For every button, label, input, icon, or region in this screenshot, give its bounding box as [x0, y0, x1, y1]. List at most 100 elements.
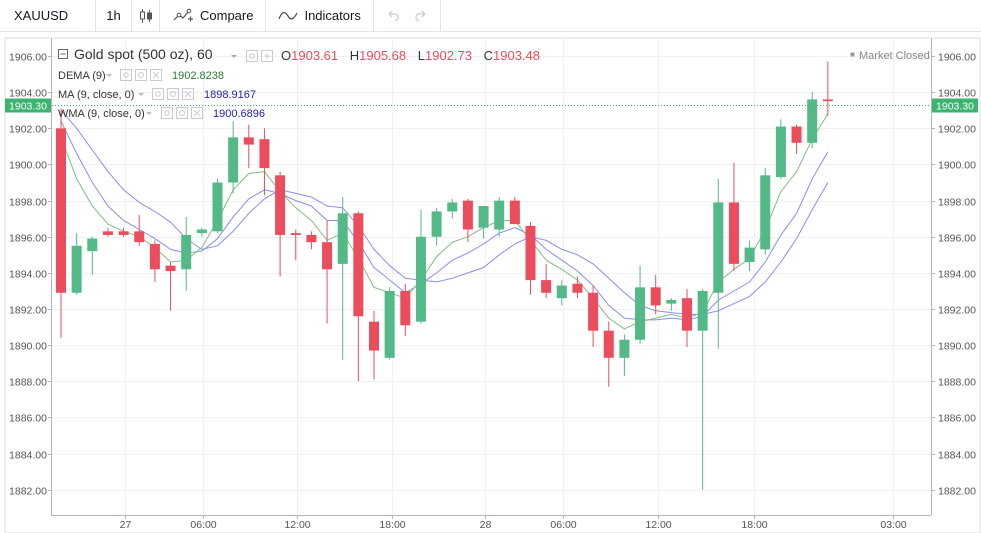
candle[interactable]: [619, 334, 630, 376]
candle[interactable]: [415, 209, 426, 324]
indicator-wma-label: WMA (9, close, 0): [58, 108, 145, 120]
chart-style-button[interactable]: [132, 0, 160, 32]
price-axis-right[interactable]: 1906.00 1904.00 1902.00 1900.00 1898.00 1896.…: [931, 52, 976, 498]
candle[interactable]: [165, 262, 176, 311]
candle[interactable]: [102, 227, 113, 237]
candle[interactable]: [306, 231, 317, 250]
candle-body: [666, 299, 677, 304]
y-tick-label-right: 1884.00: [938, 450, 976, 462]
candle-body: [196, 229, 207, 234]
candle[interactable]: [431, 207, 442, 246]
candle-body: [71, 245, 82, 293]
candle[interactable]: [682, 289, 692, 347]
y-tick-label-right: 1896.00: [938, 233, 976, 245]
candle-body: [56, 128, 66, 293]
y-tick-label-left: 1882.00: [9, 486, 47, 498]
candle[interactable]: [697, 289, 708, 490]
candle[interactable]: [525, 222, 536, 295]
y-tick-label-left: 1894.00: [9, 269, 47, 281]
candle[interactable]: [228, 121, 239, 194]
candle[interactable]: [650, 274, 661, 315]
candles: [56, 61, 833, 490]
candle-body: [509, 200, 520, 225]
redo-icon[interactable]: [414, 9, 428, 23]
time-axis[interactable]: 27 06:00 12:00 18:00 28 06:00 12:00 18:00 03:00: [120, 515, 907, 531]
indicator-ma-label: MA (9, close, 0): [58, 89, 134, 101]
indicator-row-wma[interactable]: WMA (9, close, 0) 1900.6896: [58, 107, 265, 121]
chevron-down-icon[interactable]: [138, 93, 144, 96]
candle[interactable]: [290, 229, 301, 261]
y-tick-label-right: 1898.00: [938, 197, 976, 209]
indicators-button[interactable]: Indicators: [266, 0, 374, 32]
candle[interactable]: [494, 197, 505, 237]
candle-body: [337, 213, 348, 264]
candle-body: [322, 242, 333, 270]
candle[interactable]: [384, 287, 395, 360]
candle[interactable]: [462, 198, 473, 243]
candle[interactable]: [56, 108, 66, 338]
candle-body: [400, 290, 411, 326]
candle[interactable]: [822, 61, 833, 116]
candle[interactable]: [71, 233, 82, 295]
undo-icon[interactable]: [386, 9, 400, 23]
candle[interactable]: [760, 168, 771, 255]
candle[interactable]: [509, 197, 520, 225]
compare-label: Compare: [200, 8, 254, 23]
close-value: 1903.48: [493, 48, 540, 63]
legend-collapse-button[interactable]: [58, 49, 68, 59]
candle[interactable]: [243, 124, 254, 169]
indicator-row-ma[interactable]: MA (9, close, 0) 1898.9167: [58, 88, 256, 102]
chevron-down-icon[interactable]: [231, 55, 237, 58]
candle[interactable]: [259, 128, 270, 196]
candle[interactable]: [744, 240, 755, 272]
candle[interactable]: [181, 216, 192, 291]
candle-body: [306, 234, 317, 243]
candle[interactable]: [322, 220, 333, 324]
indicator-dema-actions[interactable]: [120, 69, 162, 81]
candle[interactable]: [353, 211, 364, 382]
market-status-icon: [850, 52, 855, 57]
chevron-down-icon[interactable]: [146, 112, 152, 115]
chevron-down-icon[interactable]: [106, 74, 112, 77]
price-axis-left[interactable]: 1906.00 1904.00 1902.00 1900.00 1898.00 1896.…: [9, 52, 52, 498]
current-price-tag-right: 1903.30: [932, 98, 978, 113]
candle[interactable]: [556, 280, 567, 306]
candle[interactable]: [149, 240, 160, 282]
candle[interactable]: [666, 298, 677, 311]
candle[interactable]: [603, 321, 614, 387]
candle[interactable]: [400, 283, 411, 337]
candle[interactable]: [478, 206, 489, 239]
indicator-wma-value: 1900.6896: [213, 108, 265, 120]
candle[interactable]: [572, 276, 583, 299]
candle[interactable]: [791, 124, 802, 154]
interval-button[interactable]: 1h: [96, 0, 132, 32]
candle[interactable]: [87, 236, 98, 275]
indicator-ma-actions[interactable]: [152, 88, 194, 100]
indicator-wma-actions[interactable]: [161, 107, 203, 119]
compare-button[interactable]: Compare: [160, 0, 267, 32]
candle[interactable]: [635, 265, 646, 344]
candle[interactable]: [807, 92, 818, 149]
symbol-search-button[interactable]: XAUUSD: [0, 0, 96, 32]
candle[interactable]: [713, 178, 724, 349]
candle[interactable]: [541, 263, 552, 299]
candle[interactable]: [196, 227, 207, 237]
candle[interactable]: [369, 310, 379, 380]
candle-body: [165, 265, 176, 272]
candle[interactable]: [118, 227, 129, 237]
candle[interactable]: [447, 198, 458, 219]
x-tick-label: 12:00: [645, 519, 671, 531]
series-action-icons[interactable]: [246, 50, 273, 62]
indicator-row-dema[interactable]: DEMA (9) 1902.8238: [58, 69, 224, 83]
low-label: L: [418, 48, 425, 63]
candle[interactable]: [134, 215, 145, 246]
chart-area[interactable]: 1906.00 1904.00 1902.00 1900.00 1898.00 1896.…: [0, 32, 981, 533]
candle-body: [588, 292, 599, 331]
candle[interactable]: [275, 171, 286, 277]
candle[interactable]: [588, 285, 599, 347]
candle[interactable]: [775, 119, 786, 179]
candle[interactable]: [728, 162, 739, 272]
candle[interactable]: [212, 178, 223, 234]
candle[interactable]: [337, 197, 348, 360]
candle-body: [431, 211, 442, 237]
